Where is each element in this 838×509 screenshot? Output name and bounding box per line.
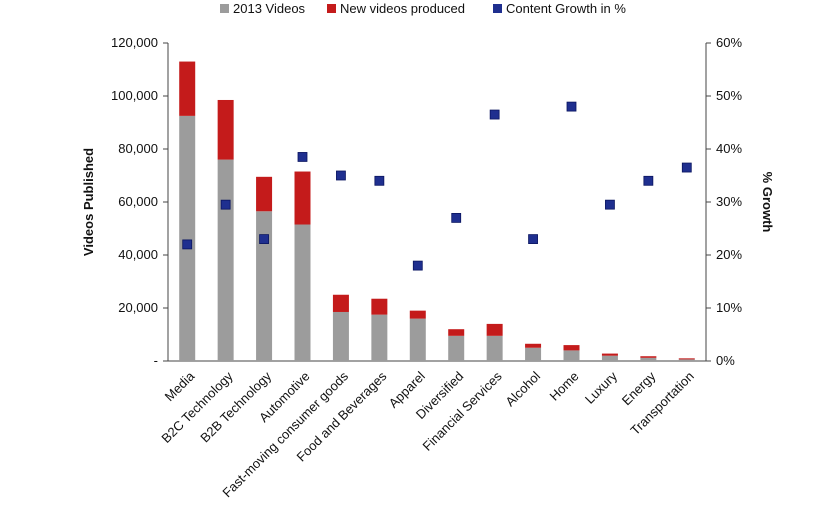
y2-tick-label: 20% <box>716 247 742 262</box>
y2-tick-label: 0% <box>716 353 735 368</box>
legend-swatch-2013-videos <box>220 4 229 13</box>
y2-tick-label: 30% <box>716 194 742 209</box>
left-axis: - 20,000 40,000 60,000 80,000 100,000 120,000 <box>111 35 168 368</box>
bar-2013-videos <box>294 224 311 361</box>
bar-new-videos-produced <box>640 356 657 358</box>
growth-marker <box>336 170 346 181</box>
growth-marker <box>489 109 500 120</box>
x-category-label: Luxury <box>582 368 621 407</box>
growth-markers <box>182 101 692 271</box>
bar-new-videos-produced <box>448 329 465 336</box>
bar-new-videos-produced <box>409 310 426 319</box>
growth-marker <box>412 260 423 271</box>
bar-2013-videos <box>332 311 349 361</box>
y-tick-label: 20,000 <box>118 300 158 315</box>
growth-marker <box>681 162 692 173</box>
bar-2013-videos <box>371 314 388 361</box>
bar-2013-videos <box>678 359 695 361</box>
legend-label-content-growth-in-: Content Growth in % <box>506 1 626 16</box>
growth-marker <box>182 239 193 250</box>
growth-marker <box>259 234 269 245</box>
growth-marker <box>297 152 308 162</box>
bar-new-videos-produced <box>601 353 618 356</box>
growth-marker <box>374 175 385 186</box>
bar-new-videos-produced <box>294 171 311 225</box>
bar-2013-videos <box>217 159 234 361</box>
y2-axis-title: % Growth <box>760 172 775 233</box>
bar-2013-videos <box>179 115 196 361</box>
y2-tick-label: 50% <box>716 88 742 103</box>
y-tick-label: 60,000 <box>118 194 158 209</box>
y2-tick-label: 40% <box>716 141 742 156</box>
growth-marker <box>451 212 462 223</box>
bars <box>179 61 695 361</box>
legend-label-2013-videos: 2013 Videos <box>233 1 306 16</box>
bar-new-videos-produced <box>563 345 580 351</box>
growth-marker <box>220 199 231 210</box>
bar-2013-videos <box>486 335 503 361</box>
y-tick-label: 120,000 <box>111 35 158 50</box>
legend-swatch-new-videos-produced <box>327 4 336 13</box>
bar-new-videos-produced <box>179 61 196 116</box>
growth-marker <box>528 234 538 245</box>
bar-new-videos-produced <box>486 323 503 336</box>
bar-2013-videos <box>409 318 426 361</box>
plot-area <box>167 43 707 362</box>
growth-marker <box>643 175 654 186</box>
y2-tick-label: 10% <box>716 300 742 315</box>
y-tick-label: 100,000 <box>111 88 158 103</box>
bar-new-videos-produced <box>678 358 695 360</box>
bar-new-videos-produced <box>371 298 388 315</box>
bar-2013-videos <box>563 350 580 361</box>
legend-swatch-content-growth-in- <box>493 4 502 13</box>
y-axis-title: Videos Published <box>81 148 96 256</box>
legend-label-new-videos-produced: New videos produced <box>340 1 465 16</box>
bar-2013-videos <box>256 211 273 361</box>
bar-2013-videos <box>448 335 465 361</box>
y-tick-label: 80,000 <box>118 141 158 156</box>
bar-new-videos-produced <box>525 343 542 348</box>
bar-new-videos-produced <box>256 176 273 212</box>
y-tick-label: - <box>154 353 158 368</box>
x-category-label: Home <box>546 369 581 404</box>
bar-new-videos-produced <box>332 294 349 312</box>
y-tick-label: 40,000 <box>118 247 158 262</box>
x-category-label: Alcohol <box>502 368 543 409</box>
growth-marker <box>566 101 577 112</box>
growth-marker <box>605 199 615 210</box>
bar-2013-videos <box>525 347 542 361</box>
bar-2013-videos <box>601 355 618 361</box>
bar-new-videos-produced <box>217 99 234 160</box>
x-category-label: Media <box>162 368 198 404</box>
right-axis: 0% 10% 20% 30% 40% 50% 60% <box>706 35 742 368</box>
legend: 2013 Videos New videos produced Content Gr… <box>220 1 626 16</box>
bar-2013-videos <box>640 357 657 361</box>
y2-tick-label: 60% <box>716 35 742 50</box>
